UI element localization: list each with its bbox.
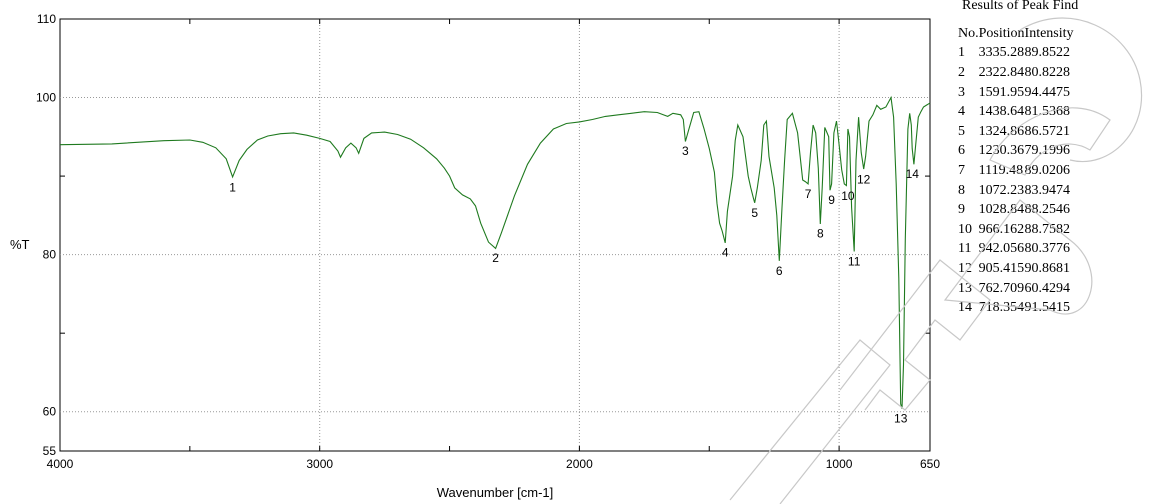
results-row: 1 3335.28 89.8522 [952,44,1074,64]
peak-label: 4 [722,246,729,260]
results-row: 8 1072.23 83.9474 [952,181,1074,201]
results-title: Results of Peak Find [962,0,1079,13]
y-axis-label: %T [10,237,30,252]
result-intensity: 86.5721 [1024,123,1071,139]
result-intensity: 60.4294 [1024,280,1071,296]
results-row: 2 2322.84 80.8228 [952,63,1074,83]
result-no: 2 [958,64,965,80]
result-position: 942.056 [978,241,1025,257]
y-tick-label: 80 [43,248,57,262]
result-intensity: 90.8681 [1024,260,1071,276]
y-tick-label: 110 [37,12,56,26]
y-tick-label: 100 [36,91,56,105]
result-intensity: 89.8522 [1024,45,1071,61]
result-intensity: 83.9474 [1024,182,1071,198]
result-no: 14 [958,300,972,316]
result-position: 966.162 [978,221,1025,237]
results-row: 6 1230.36 79.1996 [952,142,1074,162]
result-position: 1324.86 [978,123,1025,139]
header-no: No. [958,25,979,41]
result-no: 7 [958,162,965,178]
result-position: 1230.36 [978,143,1025,159]
peak-label: 11 [848,255,861,269]
result-position: 1072.23 [978,182,1025,198]
results-row: 5 1324.86 86.5721 [952,122,1074,142]
results-row: 3 1591.95 94.4475 [952,83,1074,103]
peak-label: 12 [857,172,871,186]
result-intensity: 80.8228 [1024,64,1071,80]
y-tick-labels: 55 60 80 100 110 [36,12,56,458]
result-no: 11 [958,241,972,257]
results-row: 14 718.354 91.5415 [952,298,1074,318]
result-position: 718.354 [978,300,1025,316]
result-no: 4 [958,104,965,120]
results-header-row: No. Position Intensity [952,24,1074,44]
results-row: 13 762.709 60.4294 [952,279,1074,299]
result-intensity: 94.4475 [1024,84,1071,100]
x-tick-label: 4000 [47,457,74,471]
result-position: 1119.48 [978,162,1024,178]
peak-label: 1 [229,180,236,194]
result-intensity: 88.7582 [1024,221,1071,237]
header-position: Position [978,25,1025,41]
peak-label: 9 [828,193,835,207]
result-no: 10 [958,221,972,237]
result-intensity: 88.2546 [1024,202,1071,218]
result-no: 6 [958,143,965,159]
result-no: 9 [958,202,965,218]
grid [60,19,930,451]
peak-label: 5 [751,206,758,220]
result-no: 8 [958,182,965,198]
result-position: 2322.84 [978,64,1025,80]
result-position: 1591.95 [978,84,1025,100]
result-no: 5 [958,123,965,139]
x-tick-label: 1000 [826,457,853,471]
peak-label: 2 [492,251,499,265]
peak-label: 3 [682,144,689,158]
result-no: 13 [958,280,972,296]
results-row: 9 1028.84 88.2546 [952,200,1074,220]
result-position: 762.709 [978,280,1025,296]
peak-label: 10 [841,189,855,203]
peak-label: 6 [776,264,783,278]
axis-ticks [60,19,930,451]
plot-frame [59,18,931,452]
header-intensity: Intensity [1024,25,1074,41]
spectrum-line [59,95,931,409]
peak-label: 8 [817,227,824,241]
x-tick-labels: 4000 3000 2000 1000 650 [47,457,941,471]
result-position: 1438.64 [978,104,1025,120]
x-tick-label: 2000 [566,457,593,471]
results-row: 7 1119.48 89.0206 [952,161,1074,181]
result-intensity: 81.5368 [1024,104,1071,120]
y-tick-label: 60 [43,405,57,419]
x-tick-label: 3000 [306,457,333,471]
results-row: 12 905.415 90.8681 [952,259,1074,279]
peak-label: 7 [805,187,812,201]
result-intensity: 89.0206 [1024,162,1071,178]
x-tick-label: 650 [920,457,940,471]
result-no: 3 [958,84,965,100]
peak-label: 14 [906,167,920,181]
results-body: 1 3335.28 89.8522 2 2322.84 80.8228 3 1591.95 94… [952,44,1074,318]
results-table: No. Position Intensity 1 3335.28 89.8522 2 2… [952,24,1074,318]
peak-label: 13 [894,411,908,425]
result-intensity: 91.5415 [1024,300,1071,316]
result-position: 1028.84 [978,202,1025,218]
x-axis-label: Wavenumber [cm-1] [437,485,554,500]
result-intensity: 79.1996 [1024,143,1071,159]
result-position: 3335.28 [978,45,1025,61]
results-row: 11 942.056 80.3776 [952,240,1074,260]
result-no: 12 [958,260,972,276]
result-no: 1 [958,45,965,61]
result-intensity: 80.3776 [1024,241,1071,257]
results-row: 4 1438.64 81.5368 [952,102,1074,122]
result-position: 905.415 [978,260,1025,276]
results-row: 10 966.162 88.7582 [952,220,1074,240]
y-tick-label: 55 [43,444,57,458]
